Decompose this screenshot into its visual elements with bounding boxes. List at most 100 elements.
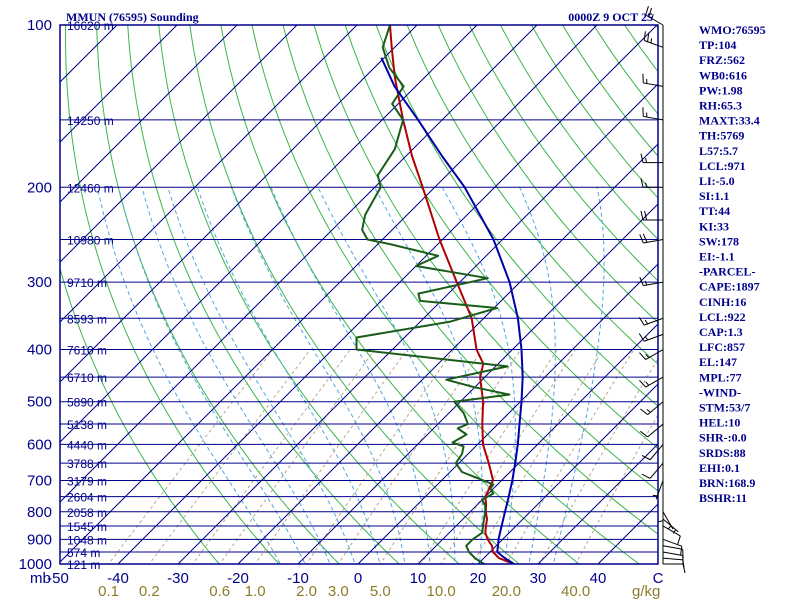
dry-adiabat — [65, 25, 280, 564]
dry-adiabat — [344, 25, 658, 449]
mixing-ratio-line — [219, 349, 376, 564]
sounding-index: BSHR:11 — [699, 491, 747, 505]
moist-adiabat — [374, 187, 483, 564]
isotherm — [60, 25, 538, 503]
mixing-ratio-label: 0.1 — [98, 583, 119, 600]
wind-barb — [658, 504, 664, 525]
isotherm — [60, 25, 298, 263]
isotherm — [60, 25, 358, 323]
sounding-index: TH:5769 — [699, 129, 744, 143]
height-label: 3179 m — [67, 475, 107, 489]
plot-frame — [59, 24, 659, 565]
wind-barb — [662, 525, 681, 545]
mixing-ratio-label: 1.0 — [245, 583, 266, 600]
isotherm — [537, 443, 658, 564]
sounding-index: SHR-:0.0 — [699, 431, 747, 445]
mixing-ratio-label: 0.6 — [209, 583, 230, 600]
dry-adiabat — [60, 266, 220, 564]
mixing-ratio-label: 0.2 — [139, 583, 160, 600]
sounding-index: CAPE:1897 — [699, 280, 760, 294]
wind-barb — [639, 233, 664, 244]
pressure-tick-label: 700 — [27, 473, 52, 490]
sounding-index: KI:33 — [699, 219, 729, 233]
sounding-index: WMO:76595 — [699, 23, 766, 37]
moist-adiabat — [552, 187, 605, 564]
mixing-ratio-line — [379, 349, 522, 564]
mixing-ratio-line — [337, 349, 484, 564]
height-label: 3788 m — [67, 457, 107, 471]
dry-adiabat — [96, 25, 340, 564]
height-label: 121 m — [67, 558, 100, 572]
wind-barb — [641, 444, 664, 461]
isotherm — [117, 25, 658, 564]
mixing-ratio-line — [107, 349, 274, 564]
sounding-index: EI:-1.1 — [699, 250, 735, 264]
temperature-unit-label: C — [653, 570, 664, 587]
height-label: 10980 m — [67, 233, 114, 247]
mixing-ratio-label: 20.0 — [492, 583, 521, 600]
sounding-index: STM:53/7 — [699, 401, 750, 415]
sounding-index: L57:5.7 — [699, 144, 738, 158]
wind-barb — [639, 349, 664, 360]
sounding-index: MPL:77 — [699, 370, 742, 384]
mixing-ratio-line — [575, 413, 658, 564]
dry-adiabat — [220, 25, 580, 564]
mixing-ratio-label: 2.0 — [296, 583, 317, 600]
dry-adiabat — [593, 25, 658, 115]
mixing-ratio-label: 5.0 — [370, 583, 391, 600]
wind-barb — [639, 276, 664, 287]
mixing-ratio-line — [305, 349, 455, 564]
temperature-tick-label: -30 — [167, 570, 189, 587]
sounding-index: LI:-5.0 — [699, 174, 735, 188]
height-label: 8593 m — [67, 312, 107, 326]
height-label: 5890 m — [67, 396, 107, 410]
mixing-ratio-line — [440, 349, 576, 564]
dry-adiabat — [375, 25, 658, 407]
temperature-tick-label: -20 — [227, 570, 249, 587]
sounding-index: SW:178 — [699, 234, 739, 248]
sounding-index: EL:147 — [699, 355, 737, 369]
isotherm — [297, 203, 658, 564]
pressure-tick-label: 800 — [27, 504, 52, 521]
moist-adiabat — [96, 187, 281, 564]
sounding-index: SRDS:88 — [699, 446, 746, 460]
isotherm — [417, 323, 658, 564]
wind-barb — [640, 178, 663, 188]
sounding-index: BRN:168.9 — [699, 476, 755, 490]
isotherm — [177, 83, 658, 564]
dry-adiabat — [406, 25, 658, 365]
wind-barb — [640, 153, 663, 164]
wind-barb-column — [638, 6, 686, 574]
wind-barb — [640, 423, 664, 438]
sounding-traces — [355, 25, 524, 564]
sounding-index: TP:104 — [699, 38, 736, 52]
dry-adiabat — [499, 25, 658, 241]
moist-adiabat — [118, 187, 306, 564]
pressure-tick-label: 100 — [27, 17, 52, 34]
temperature-tick-label: 0 — [354, 570, 362, 587]
pressure-tick-label: 200 — [27, 179, 52, 196]
parcel-trace — [380, 57, 524, 564]
height-label: 1048 m — [67, 533, 107, 547]
mixing-ratio-label: 10.0 — [427, 583, 456, 600]
temperature-tick-label: 20 — [470, 570, 487, 587]
sounding-index: FRZ:562 — [699, 53, 745, 67]
sounding-index: HEL:10 — [699, 416, 740, 430]
mixing-ratio-line — [148, 349, 311, 564]
temperature-tick-label: 10 — [410, 570, 427, 587]
isotherm — [60, 25, 598, 563]
sounding-index: -WIND- — [699, 385, 741, 399]
wind-barb — [640, 401, 664, 415]
height-label: 2058 m — [67, 506, 107, 520]
temperature-trace — [389, 25, 516, 564]
isotherm — [60, 25, 418, 383]
mixing-ratio-label: 3.0 — [328, 583, 349, 600]
temperature-tick-label: -50 — [47, 570, 69, 587]
wind-barb — [641, 462, 664, 479]
temperature-tick-label: -40 — [107, 570, 129, 587]
sounding-index: LCL:922 — [699, 310, 746, 324]
wind-barb — [662, 545, 684, 559]
height-label: 574 m — [67, 546, 100, 560]
